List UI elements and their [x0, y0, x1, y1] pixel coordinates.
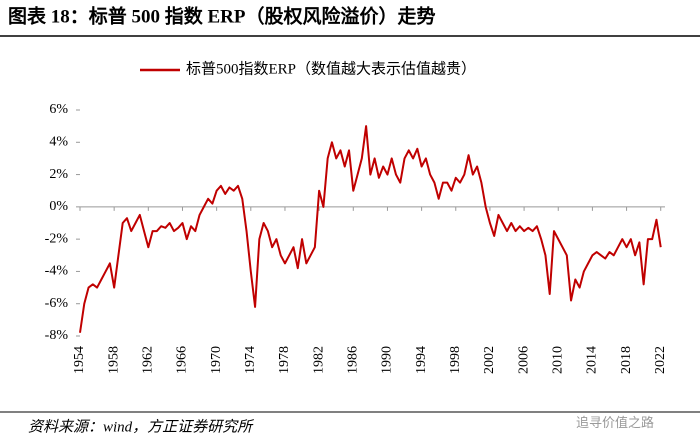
x-tick-label: 1974 [243, 346, 258, 374]
x-tick-label: 1986 [346, 346, 361, 374]
x-tick-label: 1998 [448, 346, 463, 374]
y-tick-label: -6% [45, 296, 69, 311]
watermark: 追寻价值之路 [576, 415, 654, 430]
y-tick-label: 6% [49, 102, 68, 117]
source: 资料来源：wind，方正证券研究所 [28, 418, 254, 435]
x-tick-label: 2018 [619, 346, 634, 374]
x-tick-label: 1966 [175, 346, 190, 374]
x-tick-label: 1990 [380, 346, 395, 374]
y-tick-label: -2% [45, 231, 69, 246]
x-tick-label: 1978 [277, 346, 292, 374]
y-tick-label: -4% [45, 264, 69, 279]
series-line [79, 125, 662, 333]
y-tick-label: 4% [49, 135, 68, 150]
x-tick-label: 2022 [653, 346, 668, 374]
x-tick-label: 1994 [414, 346, 429, 374]
legend-label: 标普500指数ERP（数值越大表示估值越贵） [186, 60, 476, 77]
chart-title: 图表 18：标普 500 指数 ERP（股权风险溢价）走势 [8, 4, 436, 27]
x-tick-label: 1954 [72, 346, 87, 374]
x-tick-label: 2014 [585, 346, 600, 374]
y-tick-label: -8% [45, 328, 69, 343]
x-tick-label: 2010 [550, 346, 565, 374]
x-tick-label: 1958 [106, 346, 121, 374]
x-tick-label: 1982 [311, 346, 326, 374]
y-tick-label: 0% [49, 199, 68, 214]
x-tick-label: 2006 [516, 346, 531, 374]
y-tick-label: 2% [49, 167, 68, 182]
x-tick-label: 1962 [141, 346, 156, 374]
x-tick-label: 2002 [482, 346, 497, 374]
x-tick-label: 1970 [209, 346, 224, 374]
